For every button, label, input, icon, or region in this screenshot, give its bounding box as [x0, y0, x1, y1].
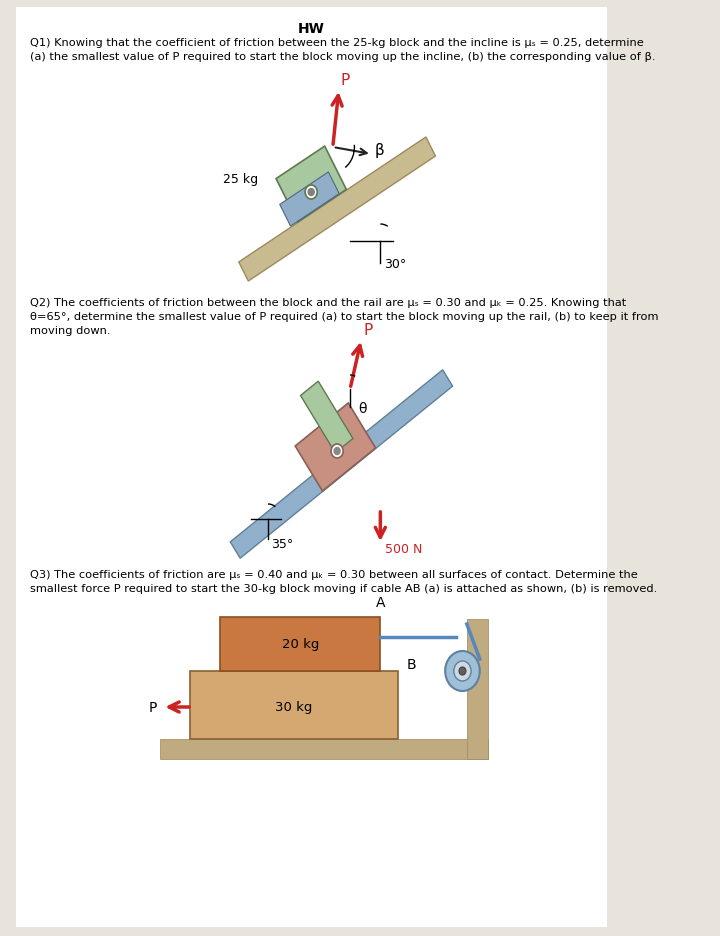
Text: HW: HW: [298, 22, 325, 36]
Circle shape: [308, 189, 314, 197]
Polygon shape: [300, 382, 353, 453]
Text: A: A: [376, 595, 385, 609]
Circle shape: [445, 651, 480, 692]
Circle shape: [454, 662, 471, 681]
Bar: [220, 618, 380, 671]
Bar: [160, 739, 488, 759]
Text: Q2) The coefficients of friction between the block and the rail are μₛ = 0.30 an: Q2) The coefficients of friction between…: [30, 298, 626, 308]
Text: θ: θ: [359, 402, 367, 416]
Text: Q1) Knowing that the coefficient of friction between the 25-kg block and the inc: Q1) Knowing that the coefficient of fric…: [30, 38, 644, 48]
Polygon shape: [280, 173, 339, 227]
Text: 30°: 30°: [384, 257, 406, 271]
Text: 500 N: 500 N: [384, 543, 422, 555]
Text: P: P: [149, 700, 158, 714]
Polygon shape: [295, 403, 376, 491]
Circle shape: [334, 448, 340, 455]
Text: P: P: [341, 73, 350, 88]
Text: B: B: [407, 657, 416, 671]
Text: β: β: [374, 143, 384, 158]
Text: Q3) The coefficients of friction are μₛ = 0.40 and μₖ = 0.30 between all surface: Q3) The coefficients of friction are μₛ …: [30, 569, 638, 579]
Text: (a) the smallest value of P required to start the block moving up the incline, (: (a) the smallest value of P required to …: [30, 51, 656, 62]
Polygon shape: [239, 138, 436, 282]
Polygon shape: [276, 147, 346, 223]
Circle shape: [331, 445, 343, 459]
Text: 25 kg: 25 kg: [223, 173, 258, 186]
Polygon shape: [230, 371, 453, 559]
Text: 20 kg: 20 kg: [282, 637, 320, 651]
Text: P: P: [364, 323, 373, 338]
Text: moving down.: moving down.: [30, 326, 111, 336]
Text: smallest force P required to start the 30-kg block moving if cable AB (a) is att: smallest force P required to start the 3…: [30, 583, 657, 593]
Text: θ=65°, determine the smallest value of P required (a) to start the block moving : θ=65°, determine the smallest value of P…: [30, 312, 659, 322]
Text: 30 kg: 30 kg: [275, 701, 312, 714]
Text: 35°: 35°: [271, 537, 294, 550]
Bar: [190, 671, 397, 739]
Circle shape: [459, 667, 466, 675]
Circle shape: [305, 186, 318, 199]
Bar: [467, 620, 488, 759]
